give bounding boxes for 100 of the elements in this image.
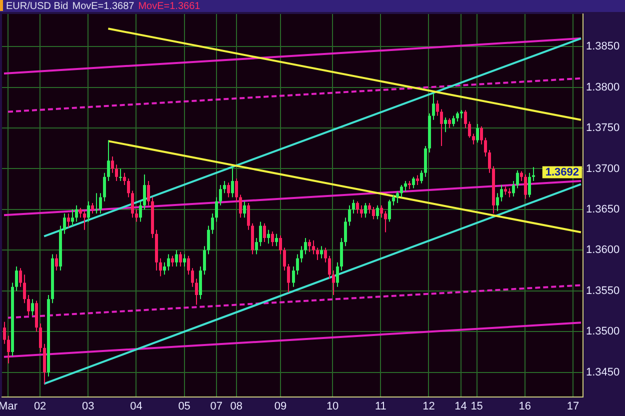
x-tick-label: 11 bbox=[374, 400, 386, 412]
candlestick bbox=[267, 229, 270, 244]
y-tick-label: 1.3550 bbox=[586, 284, 620, 297]
candlestick bbox=[452, 115, 455, 127]
candlestick bbox=[388, 199, 391, 222]
candlestick bbox=[296, 254, 299, 276]
candlestick bbox=[271, 230, 274, 247]
candlestick bbox=[524, 174, 527, 200]
candlestick bbox=[412, 176, 415, 189]
candlestick bbox=[75, 204, 78, 222]
candlestick bbox=[480, 126, 483, 145]
candlestick bbox=[99, 192, 102, 214]
candlestick bbox=[304, 237, 307, 255]
x-tick-label: 10 bbox=[326, 400, 339, 412]
candlestick bbox=[332, 270, 335, 296]
candlestick bbox=[235, 178, 238, 202]
candlestick bbox=[211, 213, 214, 234]
candlestick bbox=[392, 194, 395, 206]
candlestick bbox=[71, 208, 74, 226]
candlestick bbox=[320, 246, 323, 259]
candlestick bbox=[476, 123, 479, 144]
candlestick bbox=[263, 222, 266, 243]
candlestick bbox=[279, 235, 282, 255]
y-tick-label: 1.3750 bbox=[586, 122, 620, 134]
candlestick bbox=[31, 298, 34, 316]
candlestick bbox=[207, 225, 210, 255]
candlestick bbox=[91, 202, 94, 214]
candlestick bbox=[19, 268, 22, 288]
x-tick-label: 16 bbox=[518, 400, 532, 412]
x-tick-label: 07 bbox=[210, 400, 222, 412]
candlestick bbox=[143, 174, 146, 210]
candlestick bbox=[372, 206, 375, 220]
candlestick bbox=[239, 194, 242, 218]
candlestick bbox=[287, 264, 290, 294]
candlestick bbox=[247, 202, 250, 230]
candlestick bbox=[163, 262, 166, 276]
x-tick-label: 17 bbox=[566, 400, 580, 412]
candlestick bbox=[384, 210, 387, 233]
x-tick-label: 08 bbox=[230, 400, 243, 412]
candlestick bbox=[115, 164, 118, 182]
candlestick bbox=[336, 262, 339, 288]
candlestick bbox=[183, 254, 186, 267]
candlestick bbox=[179, 251, 182, 267]
x-tick-label: 05 bbox=[178, 400, 190, 412]
candlestick bbox=[139, 200, 142, 222]
candlestick bbox=[119, 168, 122, 182]
candlestick bbox=[67, 213, 70, 228]
candlestick bbox=[364, 202, 367, 218]
candlestick bbox=[167, 254, 170, 272]
x-tick-label: 03 bbox=[82, 400, 94, 412]
candlestick bbox=[231, 166, 234, 198]
candlestick bbox=[532, 166, 535, 182]
candlestick bbox=[87, 200, 90, 222]
candlestick bbox=[95, 192, 98, 214]
candlestick bbox=[404, 180, 407, 192]
x-tick-label: 09 bbox=[274, 400, 287, 412]
candlestick bbox=[324, 247, 327, 263]
candlestick bbox=[444, 116, 447, 133]
candlestick bbox=[400, 184, 403, 198]
candlestick bbox=[500, 184, 503, 202]
candlestick bbox=[219, 184, 222, 206]
candlestick bbox=[3, 321, 6, 344]
candlestick bbox=[368, 202, 371, 214]
candlestick bbox=[15, 266, 18, 292]
candlestick bbox=[135, 208, 138, 222]
candlestick bbox=[440, 108, 443, 146]
candlestick bbox=[275, 233, 278, 247]
candlestick bbox=[127, 178, 130, 198]
candlestick bbox=[348, 204, 351, 226]
candlestick bbox=[79, 207, 82, 218]
candlestick bbox=[223, 180, 226, 194]
candlestick bbox=[131, 190, 134, 218]
candlestick bbox=[175, 250, 178, 267]
candlestick bbox=[484, 137, 487, 158]
candlestick bbox=[488, 150, 491, 174]
candlestick bbox=[111, 156, 114, 174]
x-tick-label: 15 bbox=[470, 400, 483, 412]
y-tick-label: 1.3600 bbox=[586, 244, 620, 256]
candlestick bbox=[344, 217, 347, 247]
candlestick bbox=[215, 196, 218, 222]
candlestick bbox=[27, 294, 30, 316]
candlestick bbox=[436, 100, 439, 116]
candlestick bbox=[316, 247, 319, 260]
candlestick bbox=[283, 247, 286, 272]
candlestick bbox=[292, 266, 295, 288]
candlestick bbox=[468, 121, 471, 138]
candlestick bbox=[259, 221, 262, 247]
candlestick bbox=[23, 274, 26, 304]
candlestick bbox=[243, 200, 246, 218]
candlestick bbox=[300, 246, 303, 263]
candlestick bbox=[516, 170, 519, 189]
y-tick-label: 1.3450 bbox=[586, 366, 620, 378]
candlestick bbox=[227, 182, 230, 198]
candlestick bbox=[472, 133, 475, 145]
candlestick bbox=[187, 255, 190, 276]
candlestick bbox=[376, 204, 379, 220]
candlestick bbox=[255, 237, 258, 255]
chart-title: EUR/USD Bid bbox=[6, 0, 68, 12]
candlestick bbox=[203, 246, 206, 276]
y-tick-label: 1.3500 bbox=[586, 326, 620, 338]
